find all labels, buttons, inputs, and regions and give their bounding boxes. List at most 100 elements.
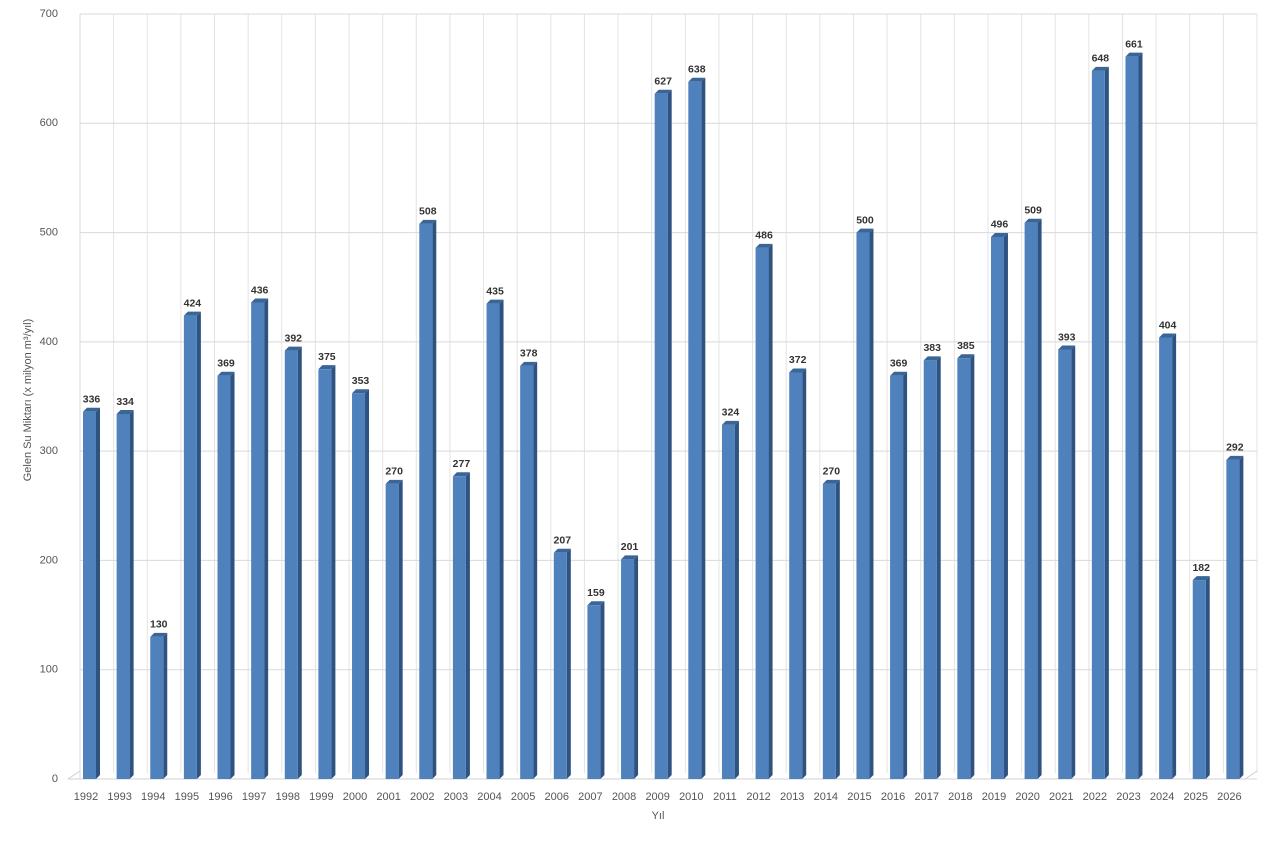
bar [116, 413, 130, 779]
bar [755, 247, 769, 779]
bar-side [903, 371, 908, 779]
bar-top [957, 354, 975, 359]
y-tick-label: 700 [40, 8, 58, 20]
bar-side [835, 479, 840, 779]
x-tick-label: 2020 [1015, 791, 1039, 803]
y-tick-label: 300 [40, 445, 58, 457]
y-tick-label: 200 [40, 554, 58, 566]
value-label: 393 [1058, 331, 1076, 343]
bar [83, 411, 96, 779]
x-tick-label: 2013 [780, 791, 804, 803]
bar [1226, 459, 1240, 779]
bar-side [297, 346, 302, 779]
bar-top [1024, 218, 1042, 223]
bar-top [318, 365, 336, 370]
bar-side [1172, 333, 1177, 779]
bar-side [398, 479, 403, 779]
x-tick-label: 2006 [545, 791, 569, 803]
y-tick-label: 400 [40, 336, 58, 348]
bar [789, 372, 803, 779]
bar-top [116, 409, 134, 414]
value-label: 375 [318, 351, 336, 363]
bar-side [1239, 455, 1244, 779]
bar-side [499, 299, 504, 779]
value-label: 336 [83, 394, 101, 406]
x-tick-label: 2012 [746, 791, 770, 803]
bar [486, 303, 500, 779]
bar [452, 476, 466, 779]
bar-side [465, 472, 470, 779]
value-label: 324 [722, 407, 740, 419]
bar-side [1037, 218, 1042, 779]
bar [1091, 70, 1105, 780]
value-label: 435 [486, 285, 504, 297]
bar-side [432, 219, 437, 780]
value-label: 392 [285, 332, 303, 344]
value-label: 369 [217, 358, 235, 370]
bar [621, 559, 635, 779]
bar-top [1058, 345, 1076, 350]
x-tick-label: 2024 [1150, 791, 1174, 803]
bar [251, 302, 265, 779]
value-label: 383 [923, 342, 941, 354]
value-label: 627 [654, 76, 672, 88]
bar-top [352, 389, 370, 394]
bar-top [553, 548, 571, 553]
bar [688, 81, 702, 779]
bar-side [331, 365, 336, 779]
x-tick-label: 2005 [511, 791, 535, 803]
bar-top [789, 368, 807, 373]
bar-side [365, 389, 370, 779]
bar [1159, 337, 1173, 779]
bar-side [802, 368, 807, 779]
bar [654, 93, 668, 780]
x-tick-label: 2017 [914, 791, 938, 803]
bar-side [768, 243, 773, 779]
bar-top [621, 555, 639, 560]
bar-side [1205, 576, 1210, 779]
bar [957, 358, 971, 779]
bar-top [385, 479, 403, 484]
value-label: 369 [890, 358, 908, 370]
bar-side [1003, 232, 1008, 779]
bar-top [1125, 52, 1143, 57]
bar-top [217, 371, 235, 376]
bar-top [755, 243, 773, 248]
x-tick-label: 1996 [208, 791, 232, 803]
value-label: 201 [621, 541, 639, 553]
value-label: 334 [116, 396, 134, 408]
bar [150, 636, 164, 779]
bar [1125, 56, 1139, 779]
value-label: 372 [789, 354, 807, 366]
bar-side [1104, 66, 1109, 780]
x-tick-label: 2002 [410, 791, 434, 803]
value-label: 130 [150, 619, 168, 631]
x-tick-label: 2016 [881, 791, 905, 803]
bar-side [163, 632, 168, 779]
bar-side [701, 77, 706, 779]
value-label: 277 [453, 458, 471, 470]
bar [1024, 222, 1038, 779]
bar [1192, 580, 1206, 779]
bar-top [688, 77, 706, 82]
floor-edge [1244, 770, 1258, 780]
y-axis-title: Gelen Su Miktarı (x milyon m³/yıl) [22, 319, 34, 482]
value-label: 159 [587, 587, 605, 599]
bar-top [251, 298, 269, 303]
bar [1058, 349, 1072, 779]
x-tick-label: 2021 [1049, 791, 1073, 803]
value-label: 182 [1192, 562, 1210, 574]
x-tick-label: 2004 [477, 791, 501, 803]
bar-top [183, 311, 201, 316]
value-label: 509 [1024, 205, 1042, 217]
value-label: 424 [184, 297, 202, 309]
x-tick-label: 2018 [948, 791, 972, 803]
bar-side [96, 407, 100, 779]
value-label: 270 [385, 466, 403, 478]
x-tick-label: 2000 [343, 791, 367, 803]
bar [923, 360, 937, 779]
x-tick-label: 2003 [444, 791, 468, 803]
bar-side [667, 89, 672, 780]
x-tick-label: 2007 [578, 791, 602, 803]
value-label: 436 [251, 284, 269, 296]
